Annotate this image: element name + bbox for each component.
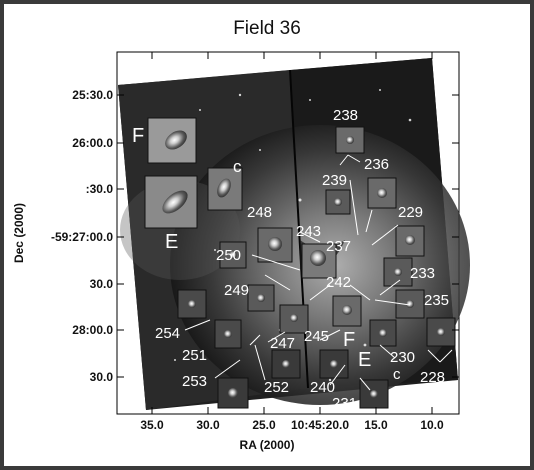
object-label: 242 [326, 274, 351, 291]
globule-icon [257, 294, 265, 302]
globule-icon [188, 300, 196, 308]
pointer-lines [184, 154, 453, 391]
object-label: 243 [296, 223, 321, 240]
y-tick-label: -59:27:00.0 [50, 230, 113, 244]
object-label: 245 [304, 328, 329, 345]
globule-icon [310, 250, 326, 266]
letter-label: F [132, 125, 144, 147]
object-label: 240 [310, 379, 335, 396]
globule-icon [334, 198, 342, 206]
letter-label: c [233, 157, 242, 176]
object-label: 251 [182, 347, 207, 364]
globule-icon [229, 251, 237, 259]
object-label: 249 [224, 282, 249, 299]
globule-icon [394, 268, 402, 276]
x-axis-title: RA (2000) [239, 438, 295, 452]
globule-icon [268, 237, 282, 251]
figure-title: Field 36 [233, 18, 301, 39]
globule-icon [377, 188, 387, 198]
axis-ticks [117, 52, 459, 414]
y-tick-label: 30.0 [89, 370, 113, 384]
object-label: 228 [420, 369, 445, 386]
object-label: 247 [270, 335, 295, 352]
globule-icon [217, 178, 231, 198]
object-label: 253 [182, 373, 207, 390]
object-label: 233 [410, 265, 435, 282]
x-tick-label: 30.0 [196, 418, 220, 432]
globule-icon [406, 300, 414, 308]
object-label: 254 [155, 325, 180, 342]
globule-icon [165, 130, 187, 150]
globule-icon [405, 235, 415, 245]
object-label: 250 [216, 247, 241, 264]
letter-label: F [343, 329, 355, 351]
letter-label: E [358, 349, 371, 371]
y-tick-label: 28:00.0 [72, 323, 113, 337]
globule-icon [282, 360, 290, 368]
x-tick-label: 35.0 [140, 418, 164, 432]
globule-icon [437, 328, 445, 336]
object-label: 230 [390, 349, 415, 366]
y-tick-label: :30.0 [85, 182, 113, 196]
globule-icon [290, 314, 298, 322]
object-label: 239 [322, 172, 347, 189]
y-tick-label: 25:30.0 [72, 88, 113, 102]
globule-icon [224, 330, 232, 338]
thumbnail [367, 177, 397, 209]
y-axis-title: Dec (2000) [12, 202, 26, 264]
object-label: 235 [424, 292, 449, 309]
object-label: 236 [364, 156, 389, 173]
object-label: 252 [264, 379, 289, 396]
globule-icon [342, 305, 352, 315]
x-tick-label: 10.0 [420, 418, 444, 432]
letter-label: E [165, 231, 178, 253]
object-label: 238 [333, 107, 358, 124]
globule-icon [330, 360, 338, 368]
x-tick-label: 10:45:20.0 [290, 418, 350, 432]
x-tick-label: 25.0 [252, 418, 276, 432]
globule-icon [370, 390, 378, 398]
thumbnail [207, 167, 243, 211]
globule-icon [379, 329, 387, 337]
letter-label: c [393, 366, 401, 383]
object-label: 231 [332, 395, 357, 412]
y-tick-label: 26:00.0 [72, 136, 113, 150]
globule-icon [228, 388, 238, 398]
thumbnail [325, 189, 351, 215]
globule-icon [346, 136, 354, 144]
y-tick-label: 30.0 [89, 277, 113, 291]
globule-thumbnails [144, 117, 456, 409]
globule-icon [162, 190, 188, 214]
x-tick-label: 15.0 [364, 418, 388, 432]
object-label: 229 [398, 204, 423, 221]
object-label: 248 [247, 204, 272, 221]
object-label: 237 [326, 238, 351, 255]
